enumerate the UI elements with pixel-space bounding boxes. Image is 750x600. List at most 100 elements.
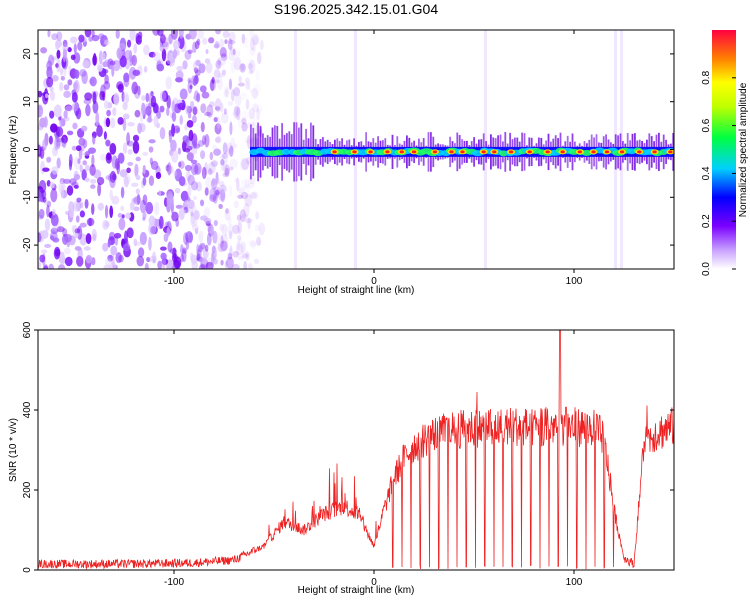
noise-blob — [38, 208, 45, 219]
noise-blob — [142, 151, 149, 157]
noise-blob — [85, 104, 91, 117]
colorbar-tick-label: 0.6 — [701, 118, 712, 132]
noise-blob — [234, 111, 239, 118]
noise-blob — [221, 152, 228, 160]
noise-blob — [215, 30, 221, 35]
noise-blob — [227, 38, 233, 51]
noise-blob — [129, 30, 136, 41]
noise-blob — [120, 186, 125, 199]
noise-blob — [68, 153, 73, 167]
noise-blob — [134, 241, 142, 246]
noise-blob — [256, 104, 263, 114]
noise-blob — [223, 108, 227, 115]
hot-spot-core — [332, 150, 337, 154]
noise-blob — [221, 69, 226, 76]
noise-blob — [191, 205, 197, 214]
noise-blob — [232, 111, 237, 117]
noise-blob — [174, 187, 181, 194]
noise-blob — [234, 94, 242, 107]
noise-blob — [223, 234, 228, 247]
noise-blob — [126, 140, 134, 147]
noise-blob — [38, 179, 47, 194]
noise-blob — [63, 247, 71, 255]
noise-blob — [245, 98, 250, 110]
noise-blob — [220, 158, 225, 172]
noise-blob — [146, 117, 153, 123]
noise-blob — [117, 212, 123, 218]
noise-blob — [71, 91, 78, 103]
noise-blob — [91, 34, 100, 42]
noise-blob — [105, 153, 112, 164]
noise-blob — [192, 106, 198, 116]
noise-blob — [142, 164, 146, 175]
noise-blob — [156, 63, 165, 72]
noise-blob — [204, 244, 209, 252]
noise-blob — [46, 65, 53, 79]
noise-blob — [180, 244, 184, 255]
noise-blob — [105, 175, 111, 180]
noise-blob — [55, 63, 59, 68]
noise-blob — [66, 185, 74, 196]
noise-blob — [199, 85, 207, 93]
noise-blob — [63, 110, 68, 119]
noise-blob — [158, 215, 164, 229]
noise-blob — [193, 67, 199, 74]
noise-blob — [179, 88, 188, 100]
noise-blob — [171, 111, 177, 122]
noise-blob — [176, 127, 180, 133]
noise-blob — [117, 116, 124, 125]
noise-blob — [212, 144, 217, 150]
noise-blob — [123, 72, 130, 83]
noise-blob — [61, 55, 69, 70]
noise-blob — [198, 63, 206, 74]
noise-blob — [50, 235, 55, 241]
noise-blob — [219, 46, 227, 58]
noise-blob — [112, 59, 121, 72]
noise-blob — [253, 36, 259, 46]
noise-blob — [64, 256, 73, 267]
noise-blob — [220, 240, 228, 252]
noise-blob — [241, 33, 246, 44]
noise-blob — [55, 126, 64, 137]
hot-spot-core — [368, 150, 373, 154]
noise-blob — [192, 41, 197, 54]
noise-blob — [115, 30, 120, 39]
noise-blob — [188, 30, 197, 40]
noise-blob — [150, 95, 157, 108]
noise-blob — [207, 161, 216, 174]
noise-blob — [119, 55, 127, 68]
snr-x-tick-label: 100 — [566, 577, 583, 588]
noise-blob — [233, 200, 239, 209]
noise-blob — [192, 165, 201, 175]
noise-blob — [211, 251, 217, 262]
noise-blob — [89, 164, 96, 176]
noise-blob — [190, 162, 199, 176]
noise-blob — [236, 106, 241, 121]
noise-blob — [145, 105, 152, 116]
noise-blob — [220, 56, 226, 66]
noise-blob — [105, 139, 111, 147]
noise-blob — [139, 110, 144, 124]
noise-blob — [82, 60, 90, 69]
noise-blob — [187, 77, 192, 83]
noise-blob — [223, 85, 230, 95]
noise-blob — [236, 240, 241, 251]
noise-blob — [213, 68, 221, 79]
noise-blob — [235, 243, 244, 256]
noise-blob — [153, 115, 159, 128]
noise-blob — [219, 223, 224, 232]
noise-blob — [135, 188, 140, 195]
noise-blob — [122, 102, 128, 111]
noise-blob — [50, 227, 59, 235]
noise-blob — [110, 245, 118, 256]
noise-blob — [211, 177, 216, 186]
noise-blob — [244, 217, 253, 224]
noise-blob — [166, 107, 170, 117]
noise-blob — [148, 139, 156, 144]
noise-blob — [46, 180, 51, 187]
noise-blob — [248, 58, 253, 68]
noise-blob — [84, 164, 90, 172]
noise-blob — [142, 211, 147, 220]
noise-blob — [181, 140, 187, 153]
